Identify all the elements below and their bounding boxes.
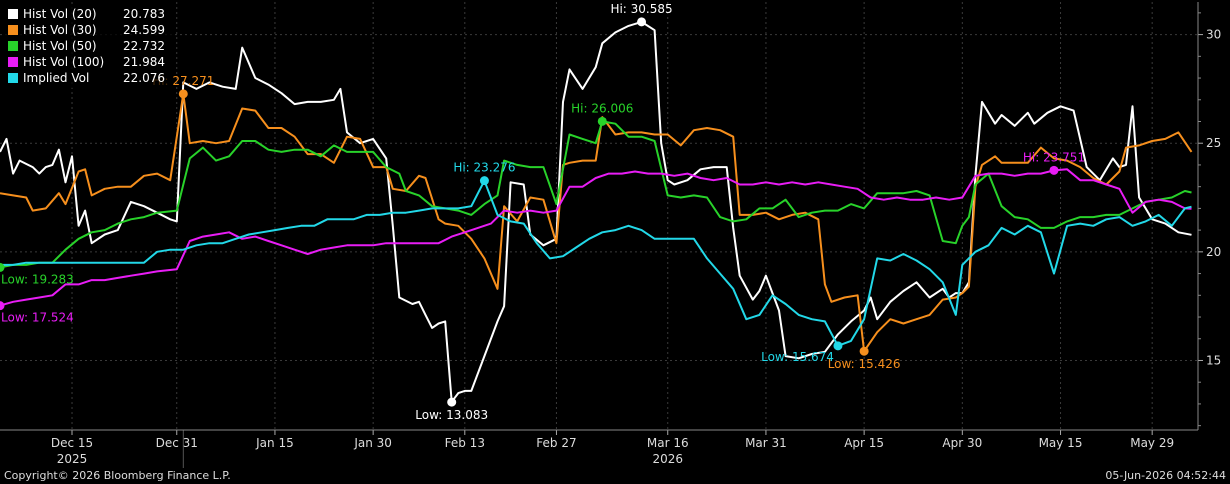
legend-series-value: 21.984 <box>123 55 165 69</box>
annotation-label: Hi: 26.006 <box>571 101 633 115</box>
legend-entry: Hist Vol (20) 20.783 <box>8 6 168 22</box>
annotation-label: Low: 15.674 <box>761 350 834 364</box>
y-tick-label: 20 <box>1206 245 1221 259</box>
annotation-label: Hi: 23.276 <box>453 161 515 175</box>
annotation-label: Hi: 23.751 <box>1023 150 1085 164</box>
copyright-text: Copyright© 2026 Bloomberg Finance L.P. <box>4 469 231 482</box>
legend-entry: Implied Vol 22.076 <box>8 70 168 86</box>
legend-series-value: 20.783 <box>123 7 165 21</box>
series-line-2 <box>0 92 1193 353</box>
legend-swatch <box>8 25 18 35</box>
annotation-dot <box>0 301 5 311</box>
annotation-dot <box>1049 165 1059 175</box>
annotation-dot <box>637 17 647 27</box>
y-tick-label: 25 <box>1206 136 1221 150</box>
x-tick-label: Dec 15 <box>51 436 93 450</box>
legend-swatch <box>8 73 18 83</box>
x-tick-label: Mar 16 <box>647 436 689 450</box>
x-tick-label: May 29 <box>1130 436 1174 450</box>
legend-series-name: Hist Vol (20) <box>23 7 97 21</box>
annotation-label: Hi: 30.585 <box>610 2 672 16</box>
year-label: 2026 <box>652 452 683 466</box>
y-tick-label: 30 <box>1206 28 1221 42</box>
annotation-label: Low: 17.524 <box>1 311 74 325</box>
x-tick-label: Apr 30 <box>942 436 982 450</box>
legend-swatch <box>8 9 18 19</box>
timestamp-text: 05-Jun-2026 04:52:44 <box>1105 469 1226 482</box>
legend-series-name: Hist Vol (30) <box>23 23 97 37</box>
legend-series-value: 24.599 <box>123 23 165 37</box>
legend: Hist Vol (20) 20.783 Hist Vol (30) 24.599 Hi… <box>4 4 172 88</box>
x-tick-label: May 15 <box>1039 436 1083 450</box>
x-tick-label: Apr 15 <box>844 436 884 450</box>
legend-entry: Hist Vol (50) 22.732 <box>8 38 168 54</box>
x-tick-label: Feb 13 <box>445 436 485 450</box>
x-tick-label: Jan 15 <box>255 436 294 450</box>
annotation-label: Low: 13.083 <box>415 408 488 422</box>
annotation-dot <box>859 346 869 356</box>
series-line-1 <box>0 20 1192 403</box>
legend-entry: Hist Vol (30) 24.599 <box>8 22 168 38</box>
legend-series-name: Hist Vol (50) <box>23 39 97 53</box>
legend-series-name: Implied Vol <box>23 71 90 85</box>
legend-swatch <box>8 41 18 51</box>
x-tick-label: Dec 31 <box>156 436 198 450</box>
annotation-dot <box>597 116 607 126</box>
grid <box>0 2 1198 430</box>
x-tick-label: Jan 30 <box>353 436 392 450</box>
annotation-dot <box>479 176 489 186</box>
series-line-5 <box>0 179 1192 347</box>
x-tick-label: Feb 27 <box>536 436 576 450</box>
series-line-4 <box>0 168 1192 307</box>
annotation-dot <box>178 89 188 99</box>
legend-series-name: Hist Vol (100) <box>23 55 105 69</box>
annotation-dot <box>447 397 457 407</box>
series-lines <box>0 20 1193 403</box>
year-label: 2025 <box>57 452 88 466</box>
annotation-dot <box>0 262 5 272</box>
legend-series-value: 22.076 <box>123 71 165 85</box>
annotation-label: Low: 15.426 <box>828 357 901 371</box>
annotation-dot <box>833 341 843 351</box>
x-tick-label: Mar 31 <box>745 436 787 450</box>
legend-swatch <box>8 57 18 67</box>
legend-entry: Hist Vol (100) 21.984 <box>8 54 168 70</box>
y-tick-label: 15 <box>1206 353 1221 367</box>
legend-series-value: 22.732 <box>123 39 165 53</box>
annotation-label: Low: 19.283 <box>1 272 74 286</box>
